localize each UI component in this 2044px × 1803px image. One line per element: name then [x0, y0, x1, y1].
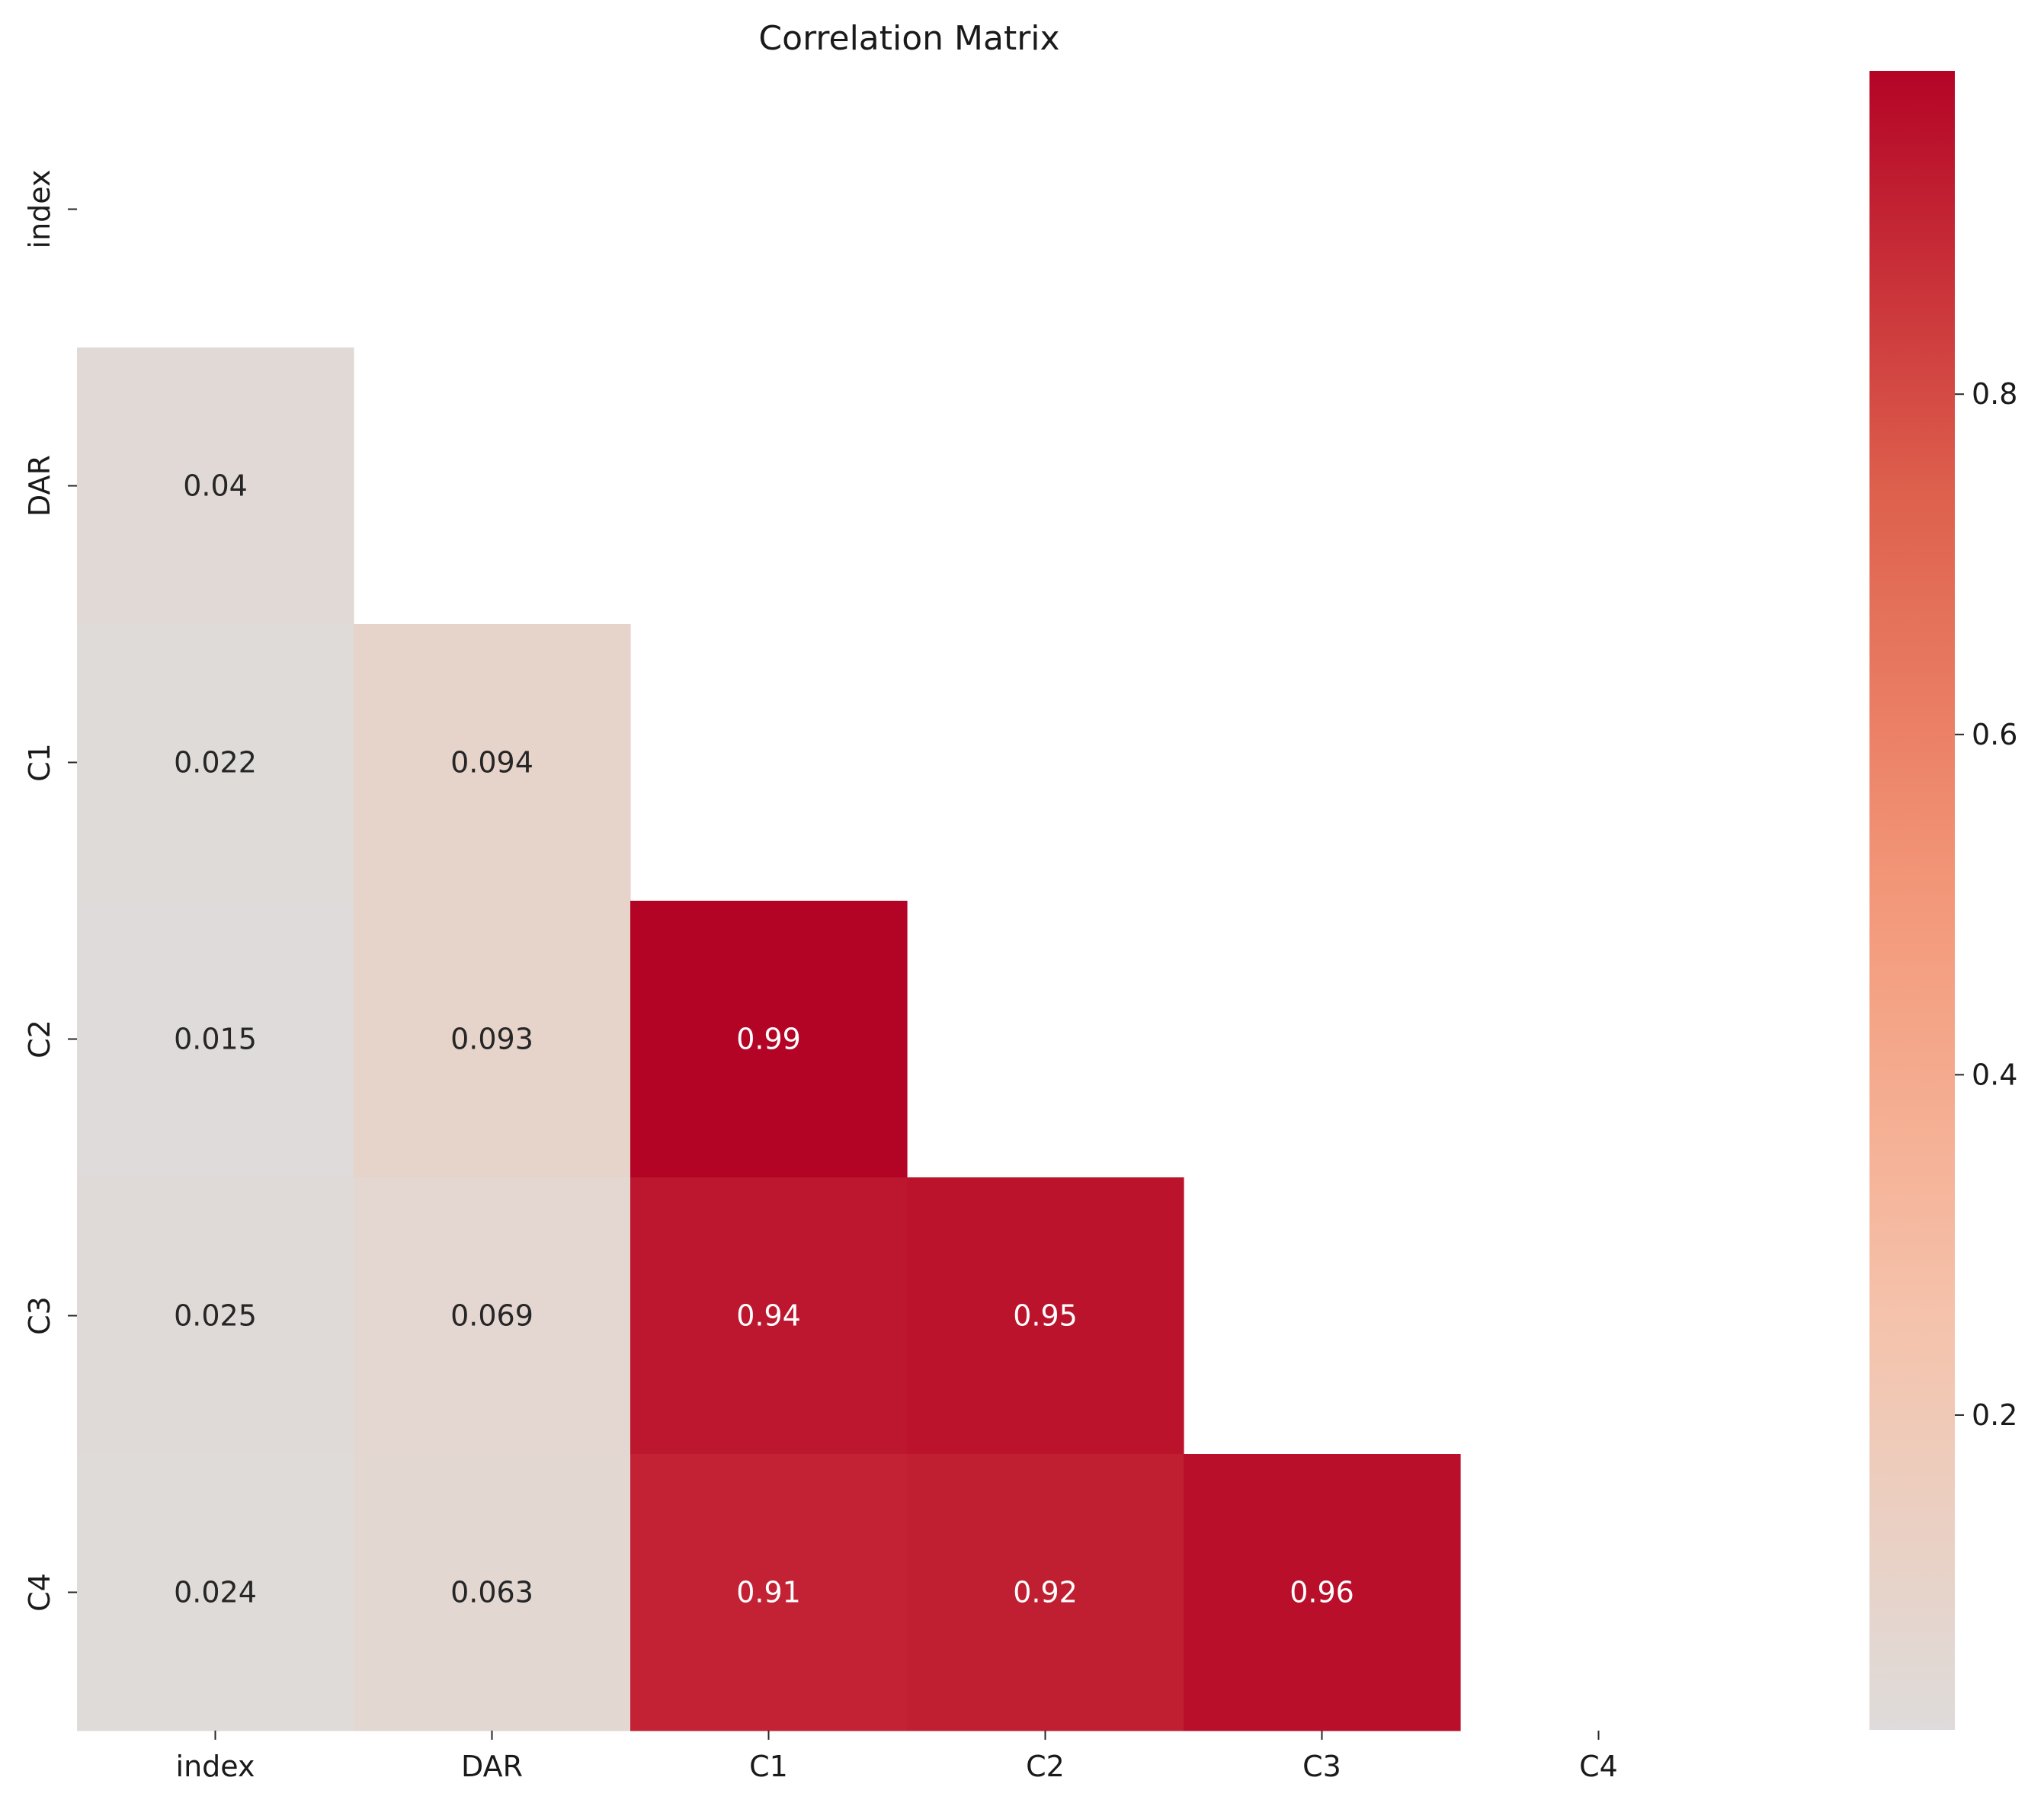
heatmap-cell: [354, 901, 631, 1178]
cell-value-label: 0.069: [450, 1299, 533, 1333]
cell-value-label: 0.96: [1290, 1576, 1354, 1609]
x-tick-label: index: [176, 1750, 255, 1783]
y-tick-label: C2: [23, 1020, 56, 1058]
x-tick-label: C4: [1579, 1750, 1618, 1783]
heatmap-cell: [354, 624, 631, 902]
cell-value-label: 0.015: [174, 1023, 257, 1056]
y-tick-label: index: [23, 170, 56, 249]
y-tick-label: DAR: [23, 455, 56, 517]
heatmap-cell: [1184, 1454, 1461, 1731]
cell-value-label: 0.025: [174, 1299, 257, 1333]
x-tick-label: DAR: [461, 1750, 523, 1783]
heatmap-cell: [77, 347, 354, 625]
cell-value-label: 0.91: [736, 1576, 801, 1609]
heatmap-cell: [907, 1177, 1184, 1455]
colorbar: 0.2 0.4 0.6 0.8: [1869, 71, 2017, 1730]
cell-value-label: 0.99: [736, 1023, 801, 1056]
heatmap-cell: [77, 901, 354, 1178]
heatmap-cell: [630, 1177, 908, 1455]
heatmap-cell: [907, 1454, 1184, 1731]
cell-value-label: 0.94: [736, 1299, 801, 1333]
cell-value-label: 0.024: [174, 1576, 257, 1609]
y-tick-label: C3: [23, 1296, 56, 1335]
cell-value-label: 0.95: [1013, 1299, 1078, 1333]
colorbar-tick-label: 0.2: [1972, 1398, 2017, 1432]
y-tick-label: C1: [23, 743, 56, 782]
y-axis: index DAR C1 C2 C3 C4: [23, 170, 77, 1612]
heatmap-cells: 0.04 0.022 0.094 0.015 0.093 0.99 0.025 0.069 0.…: [77, 347, 1461, 1731]
x-axis: index DAR C1 C2 C3 C4: [176, 1731, 1618, 1783]
y-tick-label: C4: [23, 1573, 56, 1612]
chart-title: Correlation Matrix: [758, 19, 1059, 58]
colorbar-tick-label: 0.8: [1972, 377, 2017, 411]
colorbar-tick-label: 0.4: [1972, 1058, 2017, 1091]
heatmap-cell: [630, 901, 908, 1178]
cell-value-label: 0.094: [450, 746, 533, 780]
heatmap-cell: [77, 624, 354, 902]
cell-value-label: 0.04: [183, 469, 248, 503]
x-tick-label: C3: [1302, 1750, 1341, 1783]
x-tick-label: C2: [1026, 1750, 1065, 1783]
heatmap-cell: [77, 1454, 354, 1731]
heatmap-cell: [354, 1454, 631, 1731]
cell-value-label: 0.063: [450, 1576, 533, 1609]
colorbar-gradient: [1869, 71, 1955, 1730]
cell-value-label: 0.022: [174, 746, 257, 780]
heatmap-cell: [77, 1177, 354, 1455]
heatmap-cell: [354, 1177, 631, 1455]
colorbar-tick-label: 0.6: [1972, 718, 2017, 751]
heatmap-cell: [630, 1454, 908, 1731]
cell-value-label: 0.093: [450, 1023, 533, 1056]
x-tick-label: C1: [749, 1750, 788, 1783]
cell-value-label: 0.92: [1013, 1576, 1078, 1609]
